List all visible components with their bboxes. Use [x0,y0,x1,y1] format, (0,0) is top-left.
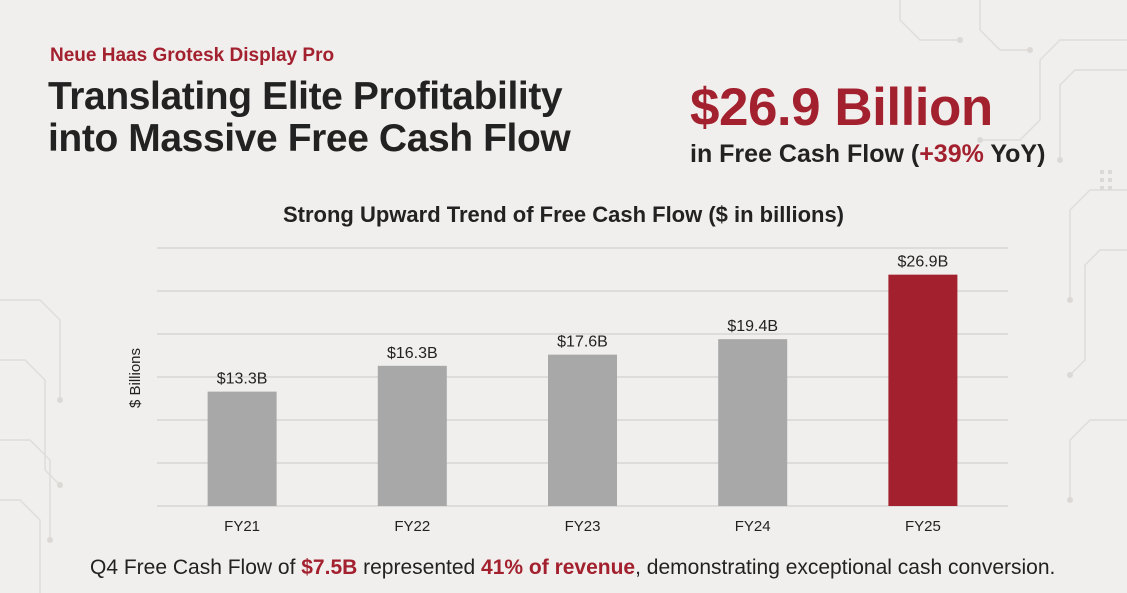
x-tick-label: FY22 [394,518,430,535]
page-title-line-2: into Massive Free Cash Flow [48,117,571,160]
x-tick-label: FY25 [905,518,941,535]
data-label: $19.4B [727,318,778,335]
eyebrow-label: Neue Haas Grotesk Display Pro [50,45,335,66]
footnote-highlight-1: $7.5B [301,556,358,579]
stat-change: +39% [919,140,984,168]
x-tick-label: FY23 [565,518,601,535]
data-label: $16.3B [387,345,438,362]
data-label: $26.9B [898,254,949,271]
x-tick-label: FY21 [224,518,260,535]
bar-fy21 [207,391,277,506]
stat-subtitle: in Free Cash Flow (+39% YoY) [690,140,1045,169]
footnote: Q4 Free Cash Flow of $7.5B represented 4… [90,556,1055,580]
page-title: Translating Elite Profitability into Mas… [48,75,571,160]
footnote-text-1: Q4 Free Cash Flow of [90,556,302,579]
y-axis-label: $ Billions [127,348,144,408]
bar-fy23 [548,354,617,506]
footnote-text-2: represented [357,556,482,579]
stat-value: $26.9 Billion [690,78,993,137]
page-title-line-1: Translating Elite Profitability [48,75,563,118]
footnote-highlight-2: 41% of revenue [481,556,636,579]
footnote-text-3: , demonstrating exceptional cash convers… [635,556,1056,579]
bar-fy25 [888,274,958,506]
data-label: $17.6B [557,334,608,351]
x-tick-label: FY24 [735,518,771,535]
bar-fy22 [377,365,447,506]
stat-sub-suffix: YoY) [983,140,1046,168]
bar-fy24 [718,339,788,506]
chart-title: Strong Upward Trend of Free Cash Flow ($… [282,202,845,227]
stat-sub-prefix: in Free Cash Flow ( [690,140,920,168]
data-label: $13.3B [217,371,268,388]
